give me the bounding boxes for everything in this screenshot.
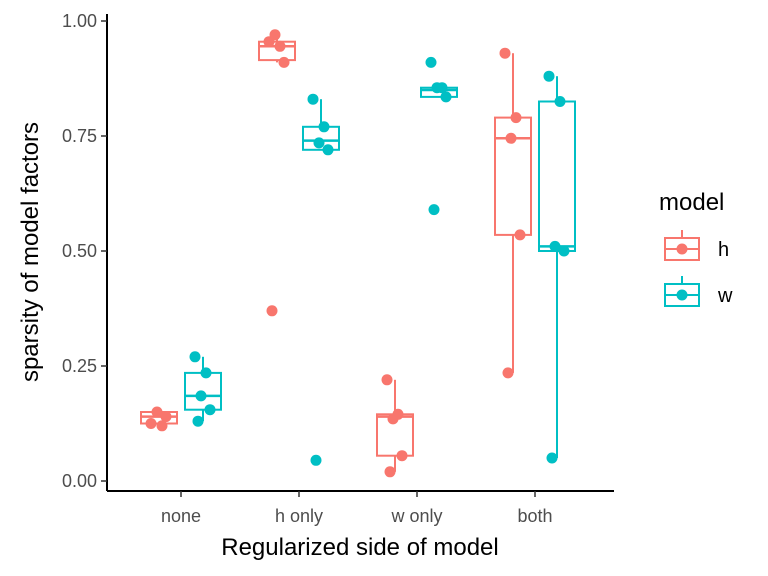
- legend-title: model: [659, 189, 724, 216]
- x-tick-label: w only: [390, 506, 442, 526]
- data-point: [318, 121, 330, 133]
- y-tick-label: 0.00: [62, 471, 97, 491]
- data-point: [313, 137, 325, 149]
- data-point: [431, 82, 443, 94]
- data-point: [266, 305, 278, 317]
- x-axis-title: Regularized side of model: [221, 534, 499, 561]
- x-tick-label: both: [517, 506, 552, 526]
- data-point: [428, 204, 440, 216]
- y-tick-label: 0.50: [62, 241, 97, 261]
- data-point: [269, 29, 281, 41]
- data-point: [200, 367, 212, 379]
- data-point: [160, 411, 172, 423]
- x-tick-label: h only: [275, 506, 323, 526]
- data-point: [189, 351, 201, 363]
- data-point: [396, 450, 408, 462]
- data-point: [502, 367, 514, 379]
- data-point: [384, 466, 396, 478]
- data-point: [514, 229, 526, 241]
- data-point: [425, 56, 437, 68]
- legend-item-h: h: [664, 230, 729, 261]
- data-point: [156, 420, 168, 432]
- data-point: [322, 144, 334, 156]
- legend-label: h: [718, 239, 729, 261]
- data-point: [499, 47, 511, 59]
- data-point: [145, 418, 157, 429]
- data-point: [307, 93, 319, 105]
- data-point: [505, 132, 517, 144]
- data-point: [381, 374, 393, 386]
- data-point: [195, 390, 207, 402]
- legend-point: [676, 243, 688, 255]
- plot-area: [140, 29, 576, 478]
- data-point: [554, 96, 566, 107]
- legend-point: [676, 289, 688, 301]
- series-h: [140, 29, 532, 478]
- y-axis-title: sparsity of model factors: [17, 122, 44, 382]
- x-tick-label: none: [161, 506, 201, 526]
- legend-label: w: [717, 285, 733, 307]
- data-point: [510, 112, 522, 124]
- y-axis-ticks: 0.00 0.25 0.50 0.75 1.00: [62, 11, 107, 491]
- x-axis-ticks: none h only w only both: [161, 491, 553, 526]
- data-point: [204, 404, 216, 416]
- data-point: [278, 56, 290, 68]
- y-tick-label: 0.75: [62, 126, 97, 146]
- y-tick-label: 0.25: [62, 356, 97, 376]
- legend-item-w: w: [664, 276, 733, 307]
- data-point: [549, 240, 561, 252]
- y-tick-label: 1.00: [62, 11, 97, 31]
- data-point: [310, 454, 322, 466]
- data-point: [543, 70, 555, 82]
- data-point: [151, 406, 163, 418]
- legend: model h w: [659, 189, 733, 307]
- data-point: [387, 413, 399, 425]
- data-point: [558, 245, 570, 257]
- data-point: [274, 40, 286, 52]
- box: [538, 100, 576, 252]
- data-point: [546, 452, 558, 464]
- data-point: [440, 91, 452, 103]
- data-point: [192, 415, 204, 427]
- series-w: [184, 56, 576, 466]
